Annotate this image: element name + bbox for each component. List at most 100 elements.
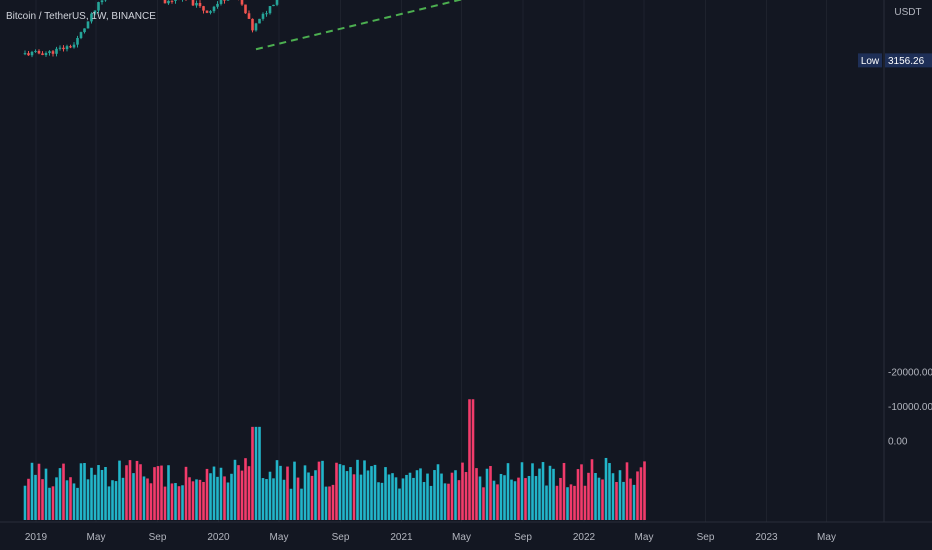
candle-body [23,53,27,55]
volume-bar [282,479,286,520]
volume-bar [384,467,387,520]
volume-bar [230,473,233,520]
volume-bar [303,465,307,520]
volume-bar [314,470,317,520]
volume-bar [48,487,51,520]
candle-body [48,51,51,54]
volume-bar [349,467,352,520]
candle-body [191,0,195,6]
volume-bar [611,473,615,520]
volume-bar [377,482,380,520]
volume-bar [573,485,576,520]
volume-bar [90,467,93,520]
volume-bar [387,474,391,520]
time-axis-label: Sep [149,532,167,543]
time-axis-label: 2020 [207,532,230,543]
volume-bar [251,426,254,520]
volume-bar [198,479,202,520]
volume-bar [335,462,338,520]
volume-bar [254,426,258,520]
price-axis: 10000.0020000.0030000.0040000.0050000.00… [888,368,932,448]
volume-bar [408,472,412,520]
volume-bar [527,475,531,520]
volume-bar [440,473,443,520]
candle-body [244,4,247,14]
candle-body [90,13,93,22]
volume-bar [307,472,310,520]
volume-bar [265,479,268,520]
candle-body [216,3,219,7]
time-axis-label: Sep [514,532,532,543]
volume-bar [296,477,300,520]
volume-bar [191,481,195,520]
volume-bar [555,485,559,520]
grid-lines [35,0,827,522]
volume-bar [97,465,100,520]
candle-body [69,46,72,48]
low-badge-label: Low [861,56,880,67]
volume-bar [482,487,485,520]
volume-bar [244,458,247,520]
volume-bar [41,479,44,520]
volume-bar [524,478,527,520]
volume-bar [464,472,468,520]
volume-bar [450,472,454,520]
volume-bar [163,486,167,520]
volume-bar [44,468,48,520]
volume-bar [233,459,237,520]
candle-body [27,53,30,56]
volume-bar [86,479,90,520]
candle-body [86,21,90,29]
time-axis-label: May [817,532,836,543]
candle-body [58,47,62,49]
time-axis-label: May [635,532,654,543]
time-axis: 2019 May Sep 2020 May Sep 2021 May Sep 2022 May Sep… [25,532,836,543]
volume-bar [209,473,212,520]
time-axis-label: Sep [697,532,715,543]
volume-bar [517,477,520,520]
volume-axis-label: -20000.00 [888,368,932,379]
volume-bar [478,476,482,520]
volume-bar [121,477,125,520]
candle-body [195,2,198,6]
volume-bar [104,467,107,520]
price-badges: High69000.00Avg23211.60Low3156.26BTCUSDT… [858,53,932,68]
candle-body [198,2,202,7]
volume-bar [226,482,230,520]
volume-bar [398,488,401,520]
time-axis-label: Sep [332,532,350,543]
volume-bar [216,476,219,520]
volume-bar [289,488,293,520]
volume-bar [534,476,538,520]
time-axis-label: 2022 [573,532,596,543]
volume-bar [412,477,415,520]
volume-bar [576,469,580,520]
volume-bar [559,477,562,520]
volume-bar [352,474,356,520]
volume-bar [548,465,552,520]
volume-bar [545,485,548,520]
volume-bar [461,462,464,520]
volume-bar [153,467,156,520]
volume-bar [590,459,594,520]
volume-bar [394,477,398,520]
volume-bar [62,463,65,520]
candle-body [41,53,44,56]
volume-bar [485,468,489,520]
volume-bar [223,476,226,520]
volume-bar [454,470,457,520]
volume-bar [363,460,366,520]
candle-body [268,6,272,14]
volume-bar [338,464,342,520]
candle-body [34,50,37,52]
time-axis-label: May [452,532,471,543]
volume-bar [419,468,422,520]
volume-bar [447,483,450,520]
volume-bar [160,465,163,520]
volume-bar [79,463,83,520]
volume-bar [195,479,198,520]
volume-bar [583,485,587,520]
volume-bar [342,465,345,520]
